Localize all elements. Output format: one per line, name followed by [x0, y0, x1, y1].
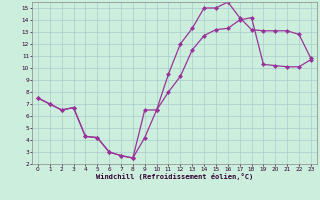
X-axis label: Windchill (Refroidissement éolien,°C): Windchill (Refroidissement éolien,°C) — [96, 173, 253, 180]
